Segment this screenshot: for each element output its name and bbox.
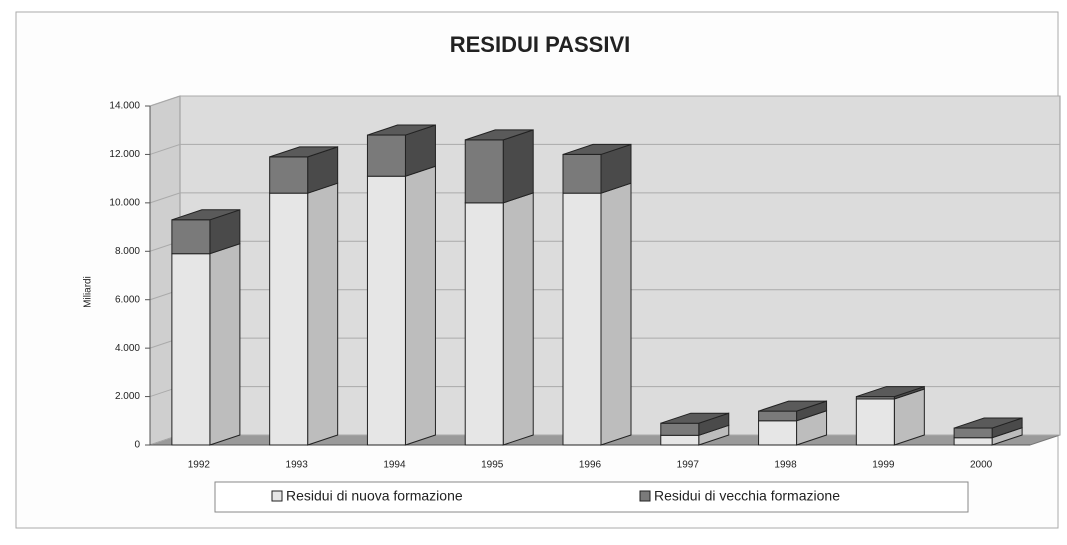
y-tick-label: 2.000 — [115, 391, 140, 402]
bar-top — [367, 124, 436, 136]
x-tick-label: 1994 — [383, 460, 406, 471]
bar-side — [502, 192, 534, 446]
bar — [562, 153, 602, 194]
x-tick-label: 2000 — [970, 460, 993, 471]
bar — [953, 437, 993, 446]
chart-title: RESIDUI PASSIVI — [450, 32, 631, 57]
bar — [660, 422, 700, 436]
x-tick-label: 1996 — [579, 460, 602, 471]
legend-label: Residui di nuova formazione — [286, 488, 463, 504]
bar-side — [209, 243, 241, 446]
bar — [855, 398, 895, 446]
bar — [464, 202, 504, 446]
legend-swatch — [639, 490, 651, 502]
bar-top — [758, 400, 827, 412]
bar-side — [307, 182, 339, 446]
bar-side — [502, 129, 534, 204]
bar — [171, 219, 211, 255]
bar — [464, 139, 504, 204]
y-axis-label: Miliardi — [83, 276, 94, 308]
bar — [953, 427, 993, 439]
x-tick-label: 1995 — [481, 460, 504, 471]
y-tick-label: 10.000 — [109, 197, 140, 208]
y-tick-label: 4.000 — [115, 343, 140, 354]
bar — [758, 420, 798, 446]
legend-swatch — [271, 490, 283, 502]
bar-side — [600, 182, 632, 446]
bar-top — [171, 209, 241, 221]
bar — [562, 192, 602, 446]
bar-top — [562, 143, 632, 155]
x-tick-label: 1999 — [872, 460, 895, 471]
bar-top — [269, 146, 338, 158]
y-tick-label: 6.000 — [115, 294, 140, 305]
bar — [269, 192, 309, 446]
x-tick-label: 1998 — [774, 460, 797, 471]
y-tick-label: 12.000 — [109, 149, 140, 160]
bar — [660, 434, 700, 446]
y-tick-label: 0 — [134, 440, 140, 451]
grid-line — [149, 143, 1060, 155]
bar — [171, 253, 211, 446]
x-tick-label: 1997 — [677, 460, 700, 471]
y-tick-label: 8.000 — [115, 246, 140, 257]
legend-label: Residui di vecchia formazione — [654, 488, 840, 504]
bar — [758, 410, 798, 422]
x-tick-label: 1992 — [188, 460, 211, 471]
x-tick-label: 1993 — [286, 460, 309, 471]
bar — [366, 134, 406, 177]
bar-top — [465, 129, 534, 141]
grid-line — [149, 192, 1060, 204]
bar-top — [953, 417, 1023, 429]
bar-top — [856, 386, 925, 398]
y-tick-label: 14.000 — [109, 101, 140, 112]
grid-line — [149, 95, 1060, 107]
legend-box — [214, 481, 969, 513]
bar-top — [660, 412, 729, 424]
bar — [366, 175, 406, 446]
bar-side — [404, 165, 436, 446]
bar — [269, 156, 309, 194]
